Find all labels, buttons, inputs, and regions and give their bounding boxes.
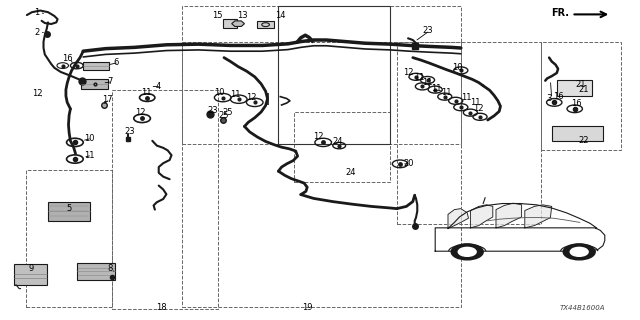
Text: 10: 10 <box>214 88 224 97</box>
Polygon shape <box>470 205 493 228</box>
Text: 14: 14 <box>275 11 285 20</box>
Text: 23: 23 <box>422 26 433 35</box>
Text: 25: 25 <box>219 111 229 120</box>
Text: 23: 23 <box>124 127 134 136</box>
Text: 12: 12 <box>474 104 484 113</box>
Bar <box>112 90 218 309</box>
Text: 8: 8 <box>108 264 113 273</box>
Text: 12: 12 <box>32 89 42 98</box>
Text: 16: 16 <box>553 92 563 101</box>
Text: 12: 12 <box>314 132 324 141</box>
Polygon shape <box>448 209 468 228</box>
Text: 11: 11 <box>442 88 452 97</box>
Polygon shape <box>525 205 552 228</box>
Text: 16: 16 <box>571 99 581 108</box>
Text: 11: 11 <box>470 98 480 107</box>
Text: 18: 18 <box>156 303 166 312</box>
Text: 21: 21 <box>579 85 589 94</box>
Bar <box>77 262 115 280</box>
Text: 25: 25 <box>222 108 232 117</box>
Bar <box>49 202 90 221</box>
Text: 9: 9 <box>28 264 33 273</box>
Text: 20: 20 <box>403 159 413 168</box>
Bar <box>182 42 461 307</box>
Text: 17: 17 <box>102 95 113 104</box>
Bar <box>81 79 108 89</box>
Text: 11: 11 <box>461 93 471 102</box>
Bar <box>278 6 390 144</box>
Text: 11: 11 <box>230 90 241 99</box>
Bar <box>14 264 47 285</box>
Bar <box>26 170 112 307</box>
Text: 3: 3 <box>547 94 552 103</box>
Text: 7: 7 <box>108 77 113 86</box>
Circle shape <box>458 247 476 256</box>
Bar <box>182 6 461 144</box>
Text: 4: 4 <box>156 82 161 91</box>
Text: 10: 10 <box>452 63 463 72</box>
Text: 12: 12 <box>403 68 413 77</box>
Text: 11: 11 <box>141 88 151 97</box>
Bar <box>397 42 541 224</box>
Bar <box>552 126 603 141</box>
Circle shape <box>563 244 595 260</box>
Bar <box>541 42 621 150</box>
Text: 2: 2 <box>35 28 40 36</box>
Text: 21: 21 <box>576 80 586 89</box>
Text: 10: 10 <box>84 134 95 143</box>
Circle shape <box>451 244 483 260</box>
Text: 11: 11 <box>422 78 433 87</box>
Bar <box>83 62 109 70</box>
Polygon shape <box>232 21 244 27</box>
Text: TX44B1600A: TX44B1600A <box>559 305 605 311</box>
Bar <box>223 19 237 28</box>
Polygon shape <box>496 203 522 228</box>
Text: 11: 11 <box>84 151 95 160</box>
Text: 15: 15 <box>212 11 223 20</box>
Bar <box>557 80 592 96</box>
Text: 23: 23 <box>207 106 218 115</box>
Text: 13: 13 <box>237 11 247 20</box>
Text: 12: 12 <box>136 108 146 117</box>
Text: 24: 24 <box>333 137 343 146</box>
Circle shape <box>570 247 588 256</box>
Text: 5: 5 <box>67 204 72 212</box>
Text: FR.: FR. <box>552 8 570 18</box>
Bar <box>294 112 390 182</box>
Text: 11: 11 <box>431 84 442 92</box>
Text: 6: 6 <box>114 58 119 67</box>
Text: 1: 1 <box>35 8 40 17</box>
Text: 12: 12 <box>246 93 256 102</box>
Bar <box>257 21 274 28</box>
Text: 22: 22 <box>579 136 589 145</box>
Text: 16: 16 <box>62 54 72 63</box>
Text: 24: 24 <box>346 168 356 177</box>
Text: 19: 19 <box>302 303 312 312</box>
Text: 11: 11 <box>414 73 424 82</box>
